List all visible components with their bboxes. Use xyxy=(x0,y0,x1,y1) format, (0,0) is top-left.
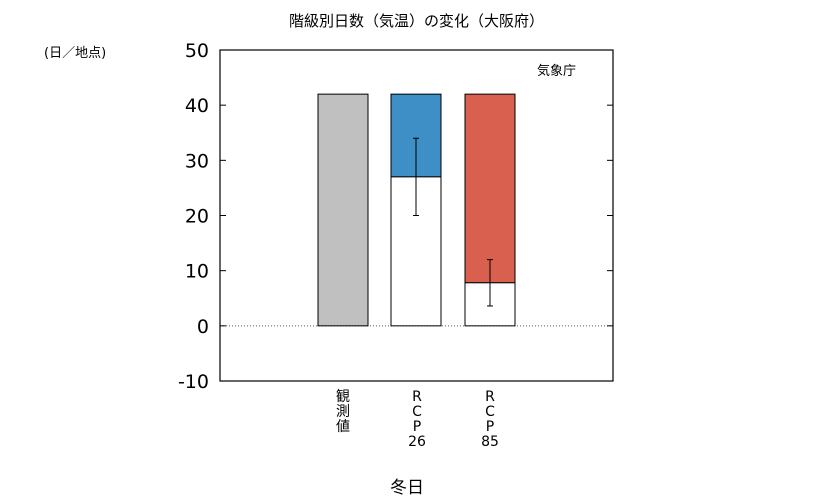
y-axis-unit-label: (日／地点) xyxy=(44,46,107,61)
y-tick-label: 30 xyxy=(185,150,209,172)
category-label-char: R xyxy=(485,389,495,405)
category-label-char: 85 xyxy=(481,434,499,450)
plot-frame xyxy=(219,49,614,382)
bar-rcp85-decrease xyxy=(464,93,516,284)
chart-title: 階級別日数（気温）の変化（大阪府） xyxy=(288,12,544,30)
category-label-char: 観 xyxy=(336,389,350,405)
category-label-char: C xyxy=(485,404,495,420)
category-label-char: C xyxy=(412,404,422,420)
category-label-rcp26: R C P 26 xyxy=(402,390,432,450)
category-label-rcp85: R C P 85 xyxy=(475,390,505,450)
y-tick-label: 10 xyxy=(185,261,209,283)
category-label-char: P xyxy=(485,419,495,435)
y-tick-label: 40 xyxy=(185,95,209,117)
x-axis-label: 冬日 xyxy=(390,478,424,498)
category-label-char: 測 xyxy=(336,404,350,420)
y-tick-label: 0 xyxy=(197,316,209,338)
bar-observed xyxy=(317,93,369,327)
y-tick-label: 50 xyxy=(185,40,209,62)
source-label: 気象庁 xyxy=(537,64,577,79)
category-label-char: P xyxy=(412,419,422,435)
category-label-char: 値 xyxy=(336,419,350,435)
category-label-char: R xyxy=(412,389,422,405)
category-label-char: 26 xyxy=(408,434,426,450)
y-tick-label: 20 xyxy=(185,206,209,228)
category-label-observed: 観測値 xyxy=(328,390,358,435)
y-tick-label: -10 xyxy=(178,371,209,393)
